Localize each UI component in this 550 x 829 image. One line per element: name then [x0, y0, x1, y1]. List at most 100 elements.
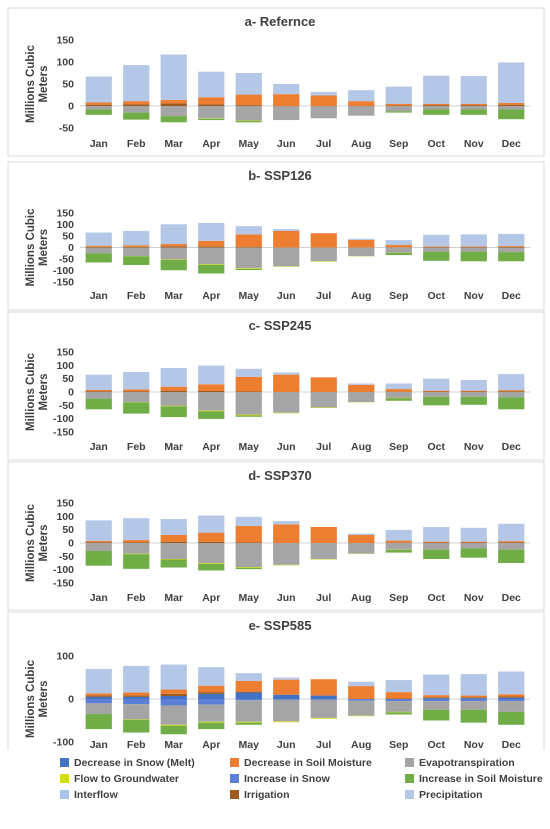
bar-segment-irrigation [498, 696, 525, 698]
x-tick-label: Jul [316, 739, 331, 750]
x-tick-label: May [239, 739, 260, 750]
bar-segment-evapotranspiration [385, 106, 412, 112]
bar-segment-evapotranspiration [123, 106, 150, 113]
bar-segment-increase-in-soil-moisture [198, 264, 225, 274]
bar-segment-irrigation [85, 246, 112, 248]
bar-segment-precipitation [498, 374, 525, 391]
bar-segment-decrease-in-snow-melt- [198, 693, 225, 699]
x-tick-label: Oct [427, 138, 445, 150]
bar-segment-decrease-in-soil-moisture [460, 246, 487, 248]
bar-segment-irrigation [498, 104, 525, 106]
bar-segment-increase-in-soil-moisture [85, 253, 112, 263]
bar-segment-decrease-in-soil-moisture [423, 246, 450, 248]
bar-segment-increase-in-soil-moisture [198, 563, 225, 571]
chart-title: c- SSP245 [249, 318, 312, 333]
bar-segment-decrease-in-soil-moisture [85, 102, 112, 105]
bar-segment-flow-to-groundwater [160, 405, 187, 407]
legend-label: Precipitation [419, 789, 483, 801]
x-tick-label: Jul [316, 441, 331, 453]
x-tick-label: Apr [202, 138, 220, 150]
y-tick-label: 50 [62, 524, 74, 536]
bar-segment-precipitation [423, 674, 450, 696]
x-tick-label: May [239, 138, 260, 150]
y-tick-label: 50 [62, 231, 74, 243]
bar-segment-precipitation [460, 76, 487, 104]
bar-segment-precipitation [348, 383, 375, 385]
bar-segment-increase-in-soil-moisture [235, 722, 262, 725]
bar-segment-precipitation [273, 84, 300, 95]
bar-segment-decrease-in-soil-moisture [348, 535, 375, 543]
x-tick-label: Apr [202, 592, 220, 604]
bar-segment-decrease-in-soil-moisture [85, 540, 112, 543]
bar-segment-decrease-in-soil-moisture [498, 390, 525, 392]
legend-swatch [405, 774, 414, 783]
y-tick-label: -100 [53, 413, 74, 425]
legend-swatch [60, 790, 69, 799]
y-tick-label: 150 [56, 35, 74, 47]
bar-segment-decrease-in-soil-moisture [160, 689, 187, 694]
legend-item: Decrease in Snow (Melt) [60, 757, 195, 769]
bar-segment-decrease-in-soil-moisture [498, 102, 525, 105]
bar-segment-evapotranspiration [235, 543, 262, 567]
bar-segment-precipitation [460, 234, 487, 247]
bar-segment-irrigation [498, 246, 525, 248]
bar-segment-precipitation [235, 226, 262, 235]
bar-segment-precipitation [160, 519, 187, 535]
bar-segment-flow-to-groundwater [310, 559, 337, 560]
bar-segment-decrease-in-snow-melt- [273, 694, 300, 699]
bar-segment-increase-in-soil-moisture [160, 725, 187, 735]
bar-segment-evapotranspiration [85, 247, 112, 254]
bar-segment-precipitation [273, 677, 300, 680]
bar-segment-increase-in-snow [85, 699, 112, 704]
y-tick-label: 100 [56, 360, 74, 372]
x-tick-label: Jan [90, 290, 108, 302]
bar-segment-irrigation [460, 542, 487, 543]
bar-segment-increase-in-soil-moisture [460, 396, 487, 405]
x-tick-label: Nov [464, 290, 484, 302]
x-tick-label: May [239, 441, 260, 453]
x-tick-label: Sep [389, 592, 408, 604]
x-tick-label: Feb [127, 441, 146, 453]
bar-segment-flow-to-groundwater [198, 410, 225, 412]
bar-segment-precipitation [460, 674, 487, 696]
bar-segment-precipitation [123, 65, 150, 102]
bar-segment-irrigation [85, 542, 112, 543]
bar-segment-increase-in-snow [423, 699, 450, 702]
bar-segment-evapotranspiration [385, 543, 412, 550]
x-tick-label: Feb [127, 138, 146, 150]
bar-segment-evapotranspiration [123, 247, 150, 257]
bar-segment-decrease-in-soil-moisture [460, 390, 487, 392]
bar-segment-evapotranspiration [85, 703, 112, 715]
legend-label: Increase in Soil Moisture [419, 773, 543, 785]
bar-segment-decrease-in-soil-moisture [385, 692, 412, 699]
bar-segment-increase-in-snow [198, 699, 225, 705]
bar-segment-irrigation [160, 693, 187, 696]
bar-segment-decrease-in-soil-moisture [498, 245, 525, 247]
bar-segment-irrigation [123, 246, 150, 248]
bar-segment-evapotranspiration [385, 392, 412, 398]
bar-segment-decrease-in-soil-moisture [123, 540, 150, 543]
bar-segment-increase-in-soil-moisture [198, 722, 225, 730]
bar-segment-decrease-in-soil-moisture [273, 524, 300, 543]
bar-segment-increase-in-snow [273, 699, 300, 700]
x-tick-label: Nov [464, 441, 484, 453]
bar-segment-precipitation [85, 76, 112, 103]
bar-segment-increase-in-snow [123, 699, 150, 705]
legend-item: Increase in Soil Moisture [405, 773, 543, 785]
bar-segment-decrease-in-soil-moisture [198, 240, 225, 247]
bar-segment-increase-in-soil-moisture [385, 398, 412, 401]
y-tick-label: 100 [56, 511, 74, 523]
bar-segment-decrease-in-soil-moisture [85, 245, 112, 247]
legend-swatch [60, 758, 69, 767]
bar-segment-precipitation [198, 667, 225, 686]
bar-segment-precipitation [235, 368, 262, 377]
y-tick-label: -100 [53, 737, 74, 749]
bar-segment-irrigation [235, 691, 262, 693]
bar-segment-evapotranspiration [273, 106, 300, 121]
x-tick-label: Feb [127, 592, 146, 604]
bar-segment-evapotranspiration [160, 705, 187, 725]
bar-segment-irrigation [198, 390, 225, 392]
y-tick-label: -150 [53, 427, 74, 439]
bar-segment-precipitation [385, 383, 412, 390]
bar-segment-evapotranspiration [460, 247, 487, 252]
